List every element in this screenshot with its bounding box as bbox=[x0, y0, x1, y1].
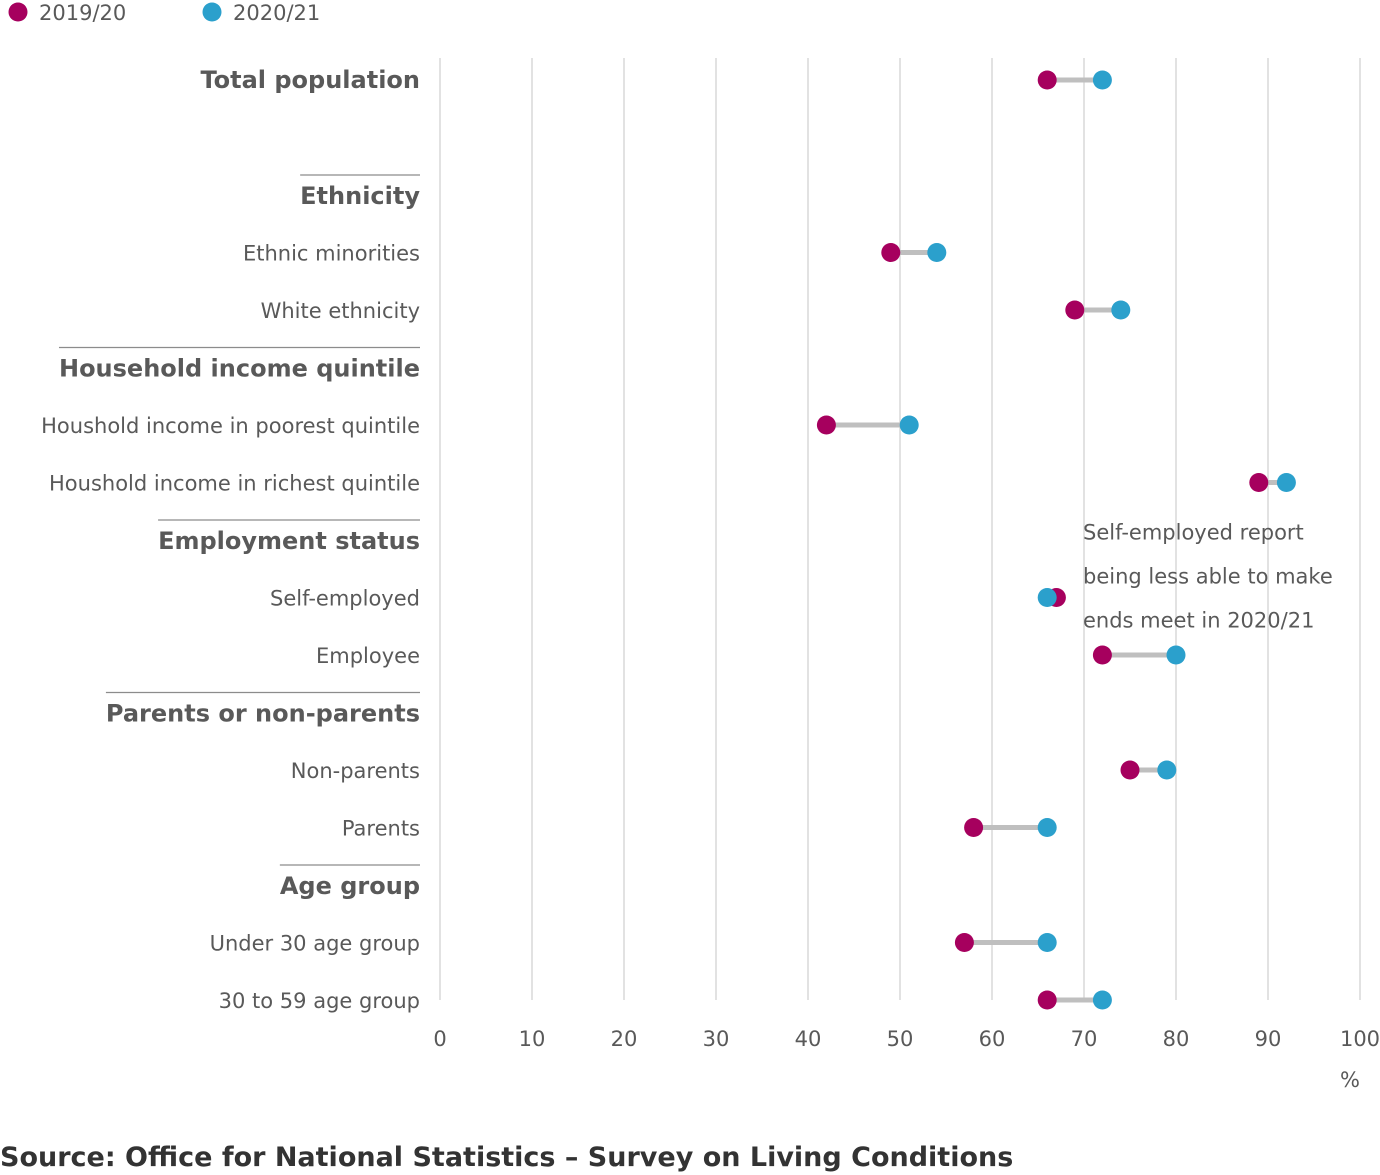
dot-2020-21 bbox=[1037, 933, 1057, 952]
row-label: Houshold income in richest quintile bbox=[49, 472, 420, 496]
dot-2019-20 bbox=[1065, 300, 1085, 320]
dot-2020-21 bbox=[1157, 760, 1177, 780]
dot-2020-21 bbox=[927, 243, 947, 262]
chart-marks bbox=[816, 70, 1296, 1010]
chart-annotation: Self-employed report being less able to m… bbox=[1083, 521, 1333, 633]
row-label: Self-employed bbox=[270, 587, 420, 611]
dot-2019-20 bbox=[954, 933, 974, 952]
dot-2020-21 bbox=[1092, 70, 1112, 90]
x-tick-label: 0 bbox=[433, 1027, 446, 1051]
x-tick-label: 90 bbox=[1255, 1027, 1282, 1051]
annotation-line: Self-employed report bbox=[1083, 521, 1304, 545]
row-label: Non-parents bbox=[291, 759, 420, 783]
x-tick-label: 70 bbox=[1071, 1027, 1098, 1051]
dot-2019-20 bbox=[1120, 760, 1140, 780]
x-tick-label: 30 bbox=[703, 1027, 730, 1051]
x-tick-label: 10 bbox=[519, 1027, 546, 1051]
x-axis-unit: % bbox=[1340, 1068, 1360, 1092]
dot-2019-20 bbox=[816, 415, 836, 435]
row-labels: Total population Ethnicity Ethnic minoriti… bbox=[41, 66, 420, 1013]
annotation-line: being less able to make bbox=[1083, 565, 1333, 589]
dot-2019-20 bbox=[1092, 645, 1112, 665]
dot-2020-21 bbox=[1166, 645, 1186, 665]
dot-2019-20 bbox=[881, 243, 901, 262]
row-label: 30 to 59 age group bbox=[219, 989, 420, 1013]
row-label: Employee bbox=[316, 644, 420, 668]
legend-marker-1 bbox=[8, 2, 28, 22]
group-label: Parents or non-parents bbox=[106, 700, 420, 728]
chart-legend: 2019/20 2020/21 bbox=[8, 1, 320, 25]
source-note: Source: Office for National Statistics –… bbox=[0, 1142, 1013, 1173]
annotation-line: ends meet in 2020/21 bbox=[1083, 609, 1314, 633]
dot-2020-21 bbox=[1037, 588, 1057, 607]
group-label: Household income quintile bbox=[59, 355, 420, 383]
dot-2019-20 bbox=[964, 818, 984, 837]
group-label: Ethnicity bbox=[300, 182, 420, 210]
dot-2019-20 bbox=[1037, 990, 1057, 1010]
x-tick-label: 20 bbox=[611, 1027, 638, 1051]
x-axis: 0 10 20 30 40 50 60 70 80 90 100% bbox=[433, 1027, 1380, 1092]
row-label: Total population bbox=[200, 66, 420, 94]
group-label: Employment status bbox=[158, 527, 420, 555]
legend-label-1: 2019/20 bbox=[39, 1, 126, 25]
dot-2020-21 bbox=[899, 415, 919, 435]
x-tick-label: 80 bbox=[1163, 1027, 1190, 1051]
dot-2020-21 bbox=[1111, 300, 1131, 320]
x-tick-label: 100 bbox=[1340, 1027, 1380, 1051]
dot-2019-20 bbox=[1249, 473, 1269, 492]
group-label: Age group bbox=[280, 872, 420, 900]
row-label: Ethnic minorities bbox=[243, 242, 420, 266]
chart-gridlines bbox=[439, 58, 1361, 1000]
row-label: Houshold income in poorest quintile bbox=[41, 414, 420, 438]
row-label: Under 30 age group bbox=[210, 932, 420, 956]
x-tick-label: 40 bbox=[795, 1027, 822, 1051]
dot-2019-20 bbox=[1037, 70, 1057, 90]
row-label: Parents bbox=[342, 817, 420, 841]
dot-2020-21 bbox=[1037, 818, 1057, 837]
row-label: White ethnicity bbox=[261, 299, 420, 323]
legend-marker-2 bbox=[202, 2, 222, 22]
legend-label-2: 2020/21 bbox=[233, 1, 320, 25]
x-tick-label: 60 bbox=[979, 1027, 1006, 1051]
dot-2020-21 bbox=[1276, 473, 1296, 492]
dot-2020-21 bbox=[1092, 990, 1112, 1010]
x-tick-label: 50 bbox=[887, 1027, 914, 1051]
